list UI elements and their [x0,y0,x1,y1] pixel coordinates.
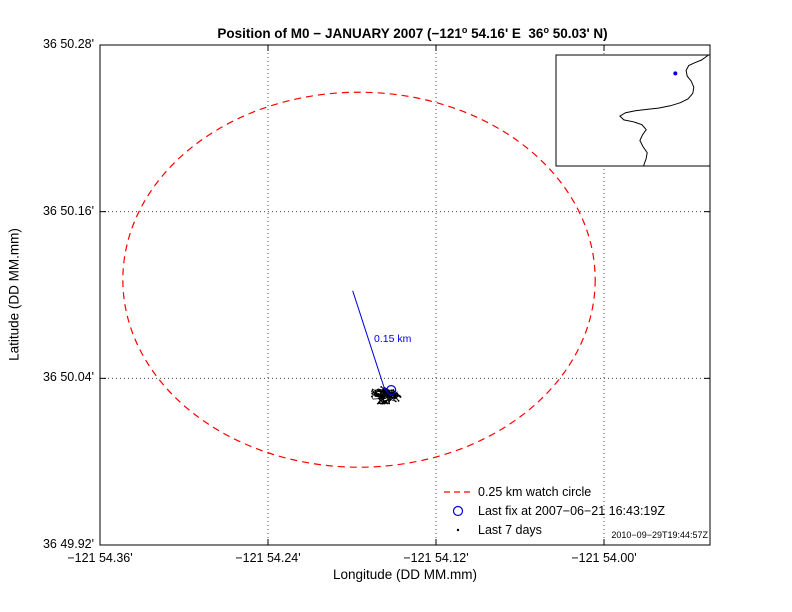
x-tick-label-2: −121 54.12' [403,551,469,565]
legend-item-last-7-days: Last 7 days [478,523,542,537]
degree-symbol: o [543,25,549,35]
x-tick-label-3: −121 54.00' [571,551,637,565]
chart-title: Position of M0 − JANUARY 2007 (−121o 54.… [60,10,750,56]
generation-timestamp: 2010−09−29T19:44:57Z [611,530,708,540]
title-mid: 54.16' E 36 [467,26,544,41]
legend-item-last-fix: Last fix at 2007−06−21 16:43:19Z [478,504,665,518]
drift-distance-label: 0.15 km [374,333,412,345]
title-suffix: 50.03' N) [548,26,608,41]
x-axis-label: Longitude (DD MM.mm) [332,567,478,582]
degree-symbol: o [461,25,468,35]
legend-item-watch-circle: 0.25 km watch circle [478,485,592,499]
x-tick-label-0: −121 54.36' [67,551,133,565]
y-tick-label-1: 36 50.16' [42,204,94,218]
y-tick-label-0: 36 50.28' [42,37,94,51]
x-tick-label-1: −121 54.24' [235,551,301,565]
y-tick-label-3: 36 49.92' [42,537,94,551]
title-prefix: Position of M0 − JANUARY 2007 (−121 [217,26,462,41]
y-tick-label-2: 36 50.04' [42,370,94,384]
